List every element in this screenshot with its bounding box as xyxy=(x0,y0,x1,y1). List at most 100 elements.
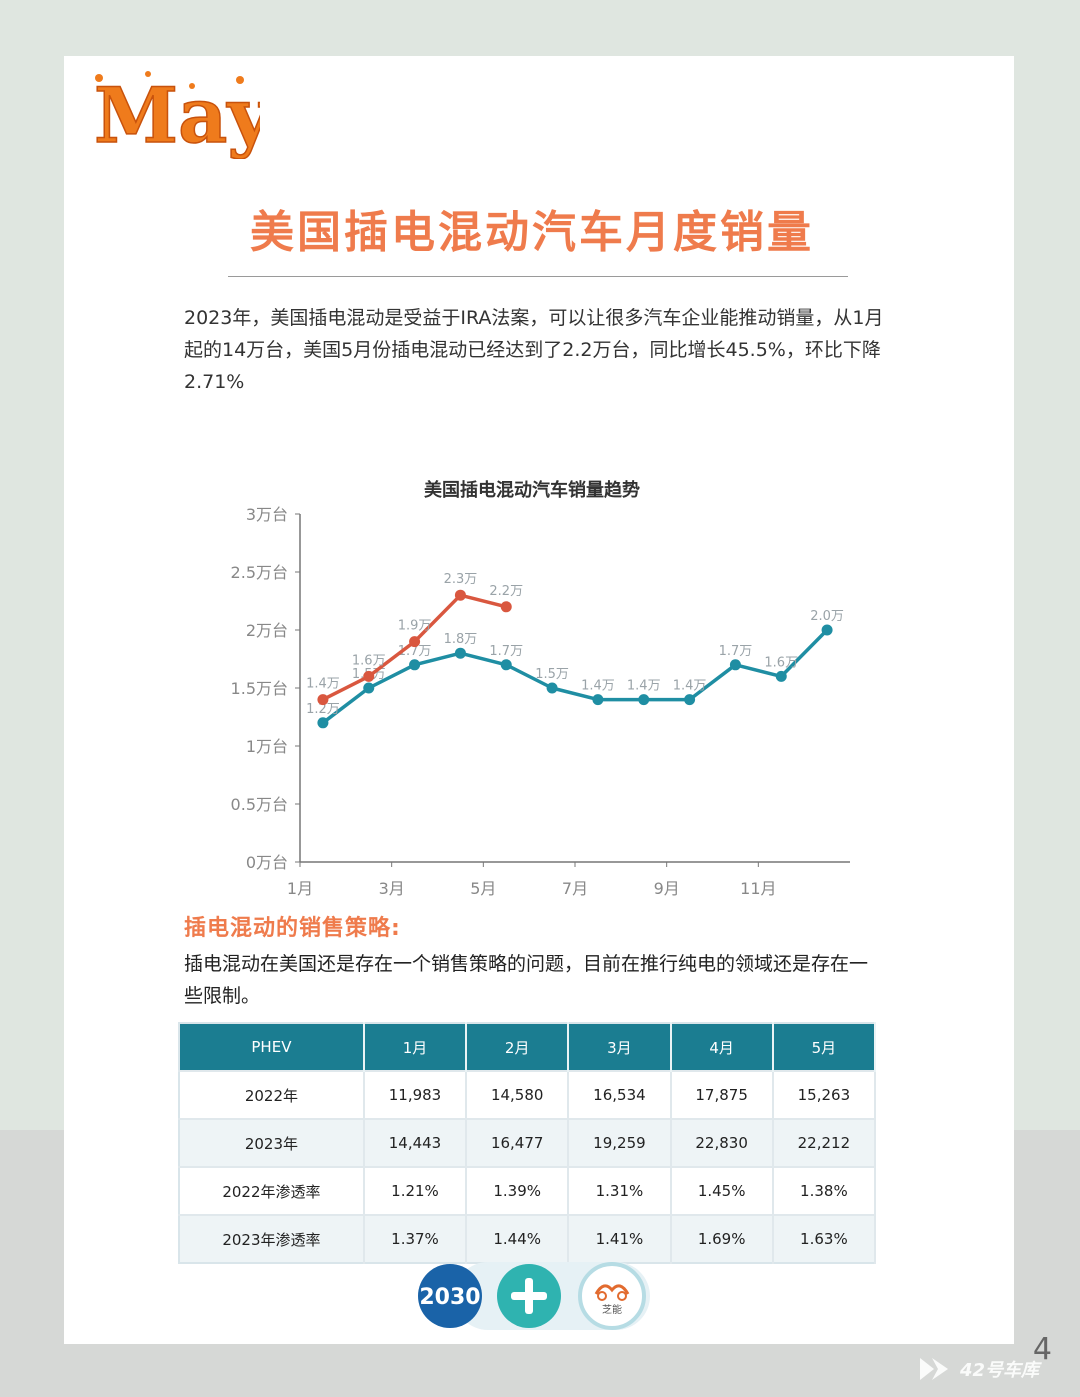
table-cell: 1.69% xyxy=(670,1214,774,1263)
table-cell: 1.41% xyxy=(568,1214,672,1263)
data-label: 1.9万 xyxy=(398,619,432,634)
x-tick-label: 5月 xyxy=(470,879,496,896)
y-tick-label: 3万台 xyxy=(246,505,288,524)
table-cell: 15,263 xyxy=(772,1070,877,1119)
table-cell: 1.31% xyxy=(568,1166,672,1215)
title-divider xyxy=(228,276,848,277)
data-label: 1.6万 xyxy=(352,653,386,668)
table-cell: 14,443 xyxy=(363,1118,468,1167)
y-tick-label: 0.5万台 xyxy=(231,795,288,814)
table-cell: 1.38% xyxy=(772,1166,877,1215)
table-cell: 16,534 xyxy=(568,1070,672,1119)
table-cell: 1.63% xyxy=(772,1214,877,1263)
data-point xyxy=(317,717,329,729)
table-cell: 2023年 xyxy=(179,1118,365,1167)
data-point xyxy=(546,682,558,694)
x-tick-label: 3月 xyxy=(379,879,405,896)
data-label: 1.8万 xyxy=(444,632,478,647)
data-point xyxy=(409,659,421,671)
table-cell: 2022年渗透率 xyxy=(179,1166,365,1215)
data-point xyxy=(729,659,741,671)
table-header-cell: 1月 xyxy=(363,1023,468,1071)
data-label: 1.4万 xyxy=(581,679,615,694)
data-point xyxy=(363,670,375,682)
table-cell: 2023年渗透率 xyxy=(179,1214,365,1263)
table-row: 2023年 14,443 16,477 19,259 22,830 22,212 xyxy=(179,1118,877,1167)
watermark-text: 42号车库 xyxy=(960,1360,1040,1381)
watermark: 42号车库 xyxy=(918,1352,1068,1386)
plus-icon xyxy=(497,1264,561,1328)
data-point xyxy=(684,694,696,706)
data-label: 1.4万 xyxy=(673,679,707,694)
footer-logo-group: 2030 芝能 xyxy=(418,1262,650,1330)
logo-text: May xyxy=(94,71,260,159)
svg-text:芝能: 芝能 xyxy=(602,1303,622,1316)
y-tick-label: 2.5万台 xyxy=(231,563,288,582)
table-row: 2022年渗透率 1.21% 1.39% 1.31% 1.45% 1.38% xyxy=(179,1166,877,1215)
x-tick-label: 7月 xyxy=(562,879,588,896)
svg-text:2030: 2030 xyxy=(419,1285,480,1310)
data-point xyxy=(592,694,604,706)
data-label: 1.4万 xyxy=(627,679,661,694)
watermark-logo-icon xyxy=(920,1358,948,1380)
data-label: 1.7万 xyxy=(489,644,523,659)
data-point xyxy=(821,624,833,636)
data-point xyxy=(775,670,787,682)
table-cell: 1.44% xyxy=(466,1214,570,1263)
table-cell: 22,830 xyxy=(670,1118,774,1167)
brand-logo-icon: 芝能 xyxy=(578,1262,646,1330)
table-cell: 1.45% xyxy=(670,1166,774,1215)
data-point xyxy=(638,694,650,706)
series-line-1 xyxy=(321,628,829,725)
table-cell: 22,212 xyxy=(772,1118,877,1167)
table-cell: 11,983 xyxy=(363,1070,468,1119)
table-cell: 1.21% xyxy=(363,1166,468,1215)
y-tick-label: 0万台 xyxy=(246,853,288,872)
data-point xyxy=(454,589,466,601)
y-tick-label: 1万台 xyxy=(246,737,288,756)
table-cell: 1.37% xyxy=(363,1214,468,1263)
table-cell: 19,259 xyxy=(568,1118,672,1167)
data-label: 1.4万 xyxy=(306,677,340,692)
x-tick-label: 1月 xyxy=(287,879,313,896)
data-point xyxy=(454,647,466,659)
table-header-cell: PHEV xyxy=(179,1023,365,1071)
table-header-cell: 2月 xyxy=(466,1023,570,1071)
data-label: 1.7万 xyxy=(719,644,753,659)
data-label: 1.6万 xyxy=(764,655,798,670)
intro-paragraph: 2023年，美国插电混动是受益于IRA法案，可以让很多汽车企业能推动销量，从1月… xyxy=(184,307,884,393)
table-header-row: PHEV 1月 2月 3月 4月 5月 xyxy=(179,1023,877,1071)
page: May 美国插电混动汽车月度销量 2023年，美国插电混动是受益于IRA法案，可… xyxy=(64,56,1014,1344)
strategy-heading: 插电混动的销售策略: xyxy=(184,916,401,941)
chart-title: 美国插电混动汽车销量趋势 xyxy=(424,479,640,501)
data-label: 2.3万 xyxy=(444,572,478,587)
x-tick-label: 11月 xyxy=(740,879,776,896)
table-row: 2022年 11,983 14,580 16,534 17,875 15,263 xyxy=(179,1070,877,1119)
y-tick-label: 1.5万台 xyxy=(231,679,288,698)
table-header-cell: 5月 xyxy=(772,1023,877,1071)
x-tick-label: 9月 xyxy=(654,879,680,896)
page-title: 美国插电混动汽车月度销量 xyxy=(250,207,814,258)
table-cell: 2022年 xyxy=(179,1070,365,1119)
table-cell: 14,580 xyxy=(466,1070,570,1119)
data-label: 2.0万 xyxy=(810,609,844,624)
data-label: 2.2万 xyxy=(489,584,523,599)
sales-trend-chart: 美国插电混动汽车销量趋势 0万台 0.5万台 1万台 1.5万台 2万台 2.5万台 3万台 1… xyxy=(231,479,850,896)
table-cell: 1.39% xyxy=(466,1166,570,1215)
data-label: 1.5万 xyxy=(535,667,569,682)
phev-sales-table: PHEV 1月 2月 3月 4月 5月 2022年 11,983 14,580 … xyxy=(178,1022,877,1264)
data-point xyxy=(500,601,512,613)
badge-2030-icon: 2030 xyxy=(418,1264,482,1328)
strategy-text: 插电混动在美国还是存在一个销售策略的问题，目前在推行纯电的领域还是存在一些限制。 xyxy=(184,953,869,1007)
data-point xyxy=(500,659,512,671)
table-header-cell: 3月 xyxy=(568,1023,672,1071)
page-number: 4 xyxy=(1032,1332,1052,1367)
table-header-cell: 4月 xyxy=(670,1023,774,1071)
table-cell: 17,875 xyxy=(670,1070,774,1119)
data-point xyxy=(409,636,421,648)
table-row: 2023年渗透率 1.37% 1.44% 1.41% 1.69% 1.63% xyxy=(179,1214,877,1263)
data-point xyxy=(317,694,329,706)
may-logo: May xyxy=(93,70,260,159)
data-label: 1.2万 xyxy=(306,702,340,717)
y-tick-label: 2万台 xyxy=(246,621,288,640)
